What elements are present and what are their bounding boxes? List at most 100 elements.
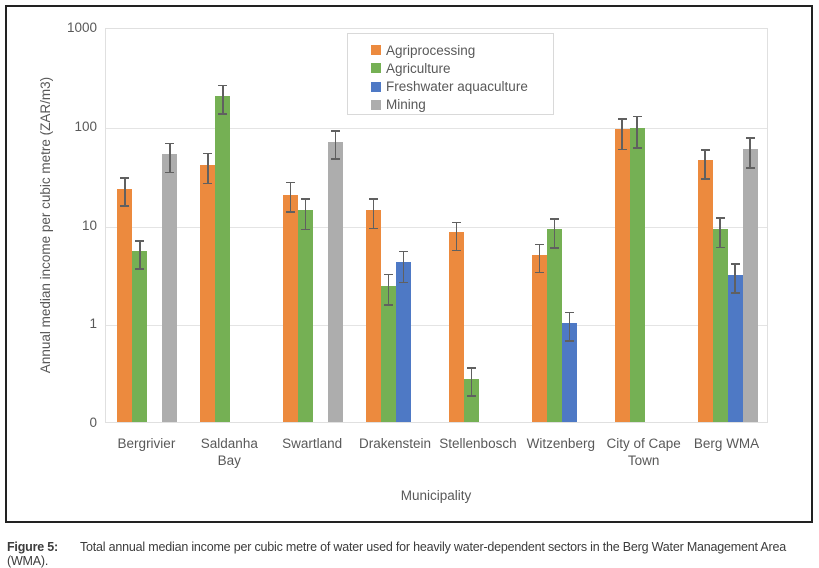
bar-freshwater-aquaculture xyxy=(561,323,577,422)
bar-agriculture xyxy=(132,250,148,422)
bar-agriprocessing xyxy=(448,231,464,422)
legend-label: Agriculture xyxy=(386,60,451,76)
error-bar-cap xyxy=(534,271,544,274)
error-bar-cap xyxy=(730,292,740,294)
legend-swatch-agriprocessing xyxy=(371,45,381,56)
error-bar xyxy=(568,312,571,342)
bar-mining xyxy=(328,141,344,422)
error-bar-cap xyxy=(451,249,461,252)
bar-mining xyxy=(742,149,758,422)
error-bar xyxy=(704,149,706,180)
y-tick-label: 100 xyxy=(74,118,97,134)
gridline xyxy=(106,127,767,129)
error-bar-cap xyxy=(399,250,409,253)
y-tick-label: 1 xyxy=(89,316,97,332)
error-bar-cap xyxy=(617,148,627,151)
error-bar-cap xyxy=(632,115,642,118)
error-bar xyxy=(169,143,171,173)
error-bar xyxy=(621,118,623,150)
y-tick-label: 1000 xyxy=(66,20,97,35)
error-bar-cap xyxy=(203,152,213,155)
error-bar xyxy=(749,137,751,169)
chart-panel: Annual median income per cubic metre (ZA… xyxy=(5,5,813,523)
error-bar-cap xyxy=(466,367,476,369)
error-bar-cap xyxy=(384,273,394,276)
bar-agriprocessing xyxy=(200,165,216,422)
error-bar xyxy=(372,198,375,229)
error-bar-cap xyxy=(715,217,725,219)
figure-caption-text: Total annual median income per cubic met… xyxy=(7,540,786,568)
error-bar xyxy=(334,130,337,160)
error-bar xyxy=(207,153,209,184)
legend-label: Agriprocessing xyxy=(386,42,476,58)
error-bar xyxy=(470,367,473,397)
bar-agriculture xyxy=(381,285,397,422)
gridline xyxy=(106,325,767,327)
legend-item: Mining xyxy=(371,96,553,113)
error-bar xyxy=(139,240,141,270)
error-bar-cap xyxy=(617,118,627,120)
bar-agriprocessing xyxy=(117,188,133,422)
x-category-label: Stellenbosch xyxy=(439,436,517,451)
bar-freshwater-aquaculture xyxy=(727,274,743,422)
legend-label: Mining xyxy=(386,97,426,113)
legend-swatch-agriculture xyxy=(371,63,381,74)
error-bar-cap xyxy=(135,240,145,242)
error-bar-cap xyxy=(399,281,409,284)
error-bar-cap xyxy=(549,247,559,249)
bar-agriculture xyxy=(712,228,728,422)
error-bar xyxy=(538,244,541,273)
gridline xyxy=(106,226,767,228)
y-tick-label: 10 xyxy=(81,217,97,233)
error-bar xyxy=(719,217,721,248)
error-bar-cap xyxy=(120,177,130,179)
error-bar-cap xyxy=(331,158,341,160)
bar-agriculture xyxy=(546,229,562,422)
x-category-label: Berg WMA xyxy=(693,436,760,451)
x-category-label: Saldanha Bay xyxy=(200,436,258,468)
error-bar xyxy=(304,198,307,230)
legend: Agriprocessing Agriculture Freshwater aqua… xyxy=(347,33,554,115)
error-bar xyxy=(124,177,126,207)
bar-agriprocessing xyxy=(697,160,713,422)
bar-agriculture xyxy=(463,379,479,422)
x-category-label: Witzenberg xyxy=(526,436,595,451)
error-bar-cap xyxy=(564,340,574,342)
error-bar xyxy=(289,182,292,213)
error-bar-cap xyxy=(564,311,574,314)
legend-swatch-freshwater-aquaculture xyxy=(371,81,381,92)
error-bar-cap xyxy=(120,205,130,207)
x-axis-title: Municipality xyxy=(400,488,472,503)
error-bar-cap xyxy=(218,113,228,115)
bar-agriprocessing xyxy=(531,255,547,422)
figure-caption-label: Figure 5: xyxy=(7,540,58,554)
error-bar-cap xyxy=(384,304,394,306)
error-bar xyxy=(636,116,638,149)
error-bar-cap xyxy=(165,142,175,145)
error-bar xyxy=(455,222,458,251)
error-bar-cap xyxy=(218,84,228,87)
error-bar-cap xyxy=(466,395,476,397)
error-bar-cap xyxy=(165,171,175,174)
error-bar-cap xyxy=(203,182,213,185)
error-bar xyxy=(734,263,736,294)
error-bar-cap xyxy=(700,149,710,151)
bar-agriprocessing xyxy=(366,210,382,422)
legend-swatch-mining xyxy=(371,99,381,110)
bar-agriprocessing xyxy=(283,194,299,422)
error-bar xyxy=(553,218,556,249)
x-category-label: Swartland xyxy=(282,436,343,451)
y-tick-label: 0 xyxy=(89,415,97,430)
error-bar-cap xyxy=(730,263,740,265)
error-bar-cap xyxy=(331,130,341,132)
bar-agriprocessing xyxy=(614,128,630,422)
error-bar-cap xyxy=(286,211,296,213)
legend-item: Agriculture xyxy=(371,60,553,77)
error-bar-cap xyxy=(301,228,311,231)
bar-agriculture xyxy=(298,210,314,422)
x-category-label: Drakenstein xyxy=(359,436,432,451)
error-bar-cap xyxy=(700,178,710,180)
error-bar-cap xyxy=(369,227,379,230)
error-bar-cap xyxy=(632,147,642,149)
